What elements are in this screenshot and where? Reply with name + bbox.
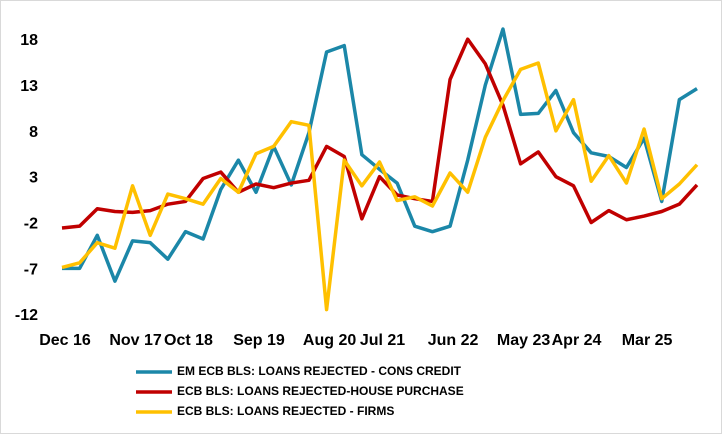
y-tick-label: -2 <box>24 216 38 233</box>
y-tick-label: -12 <box>15 307 38 324</box>
x-tick-label: Oct 18 <box>164 332 213 349</box>
x-tick-label: Aug 20 <box>303 332 356 349</box>
series-line <box>61 37 699 230</box>
x-tick-label: Mar 25 <box>622 332 673 349</box>
x-tick-label: Sep 19 <box>233 332 285 349</box>
y-tick-label: 13 <box>20 78 38 95</box>
series-line <box>61 61 699 312</box>
y-tick-label: -7 <box>24 261 38 278</box>
legend-label: ECB BLS: LOANS REJECTED - FIRMS <box>177 404 394 418</box>
legend-label: ECB BLS: LOANS REJECTED-HOUSE PURCHASE <box>177 384 464 398</box>
x-tick-label: Apr 24 <box>552 332 602 349</box>
x-tick-label: Jul 21 <box>360 332 405 349</box>
series-line <box>62 27 698 283</box>
x-tick-label: Dec 16 <box>39 332 91 349</box>
x-tick-label: May 23 <box>497 332 550 349</box>
legend-label: EM ECB BLS: LOANS REJECTED - CONS CREDIT <box>177 364 462 378</box>
x-tick-label: Jun 22 <box>428 332 479 349</box>
x-tick-label: Nov 17 <box>109 332 162 349</box>
y-tick-label: 8 <box>29 124 38 141</box>
y-tick-label: 18 <box>20 32 38 49</box>
y-tick-label: 3 <box>29 170 38 187</box>
